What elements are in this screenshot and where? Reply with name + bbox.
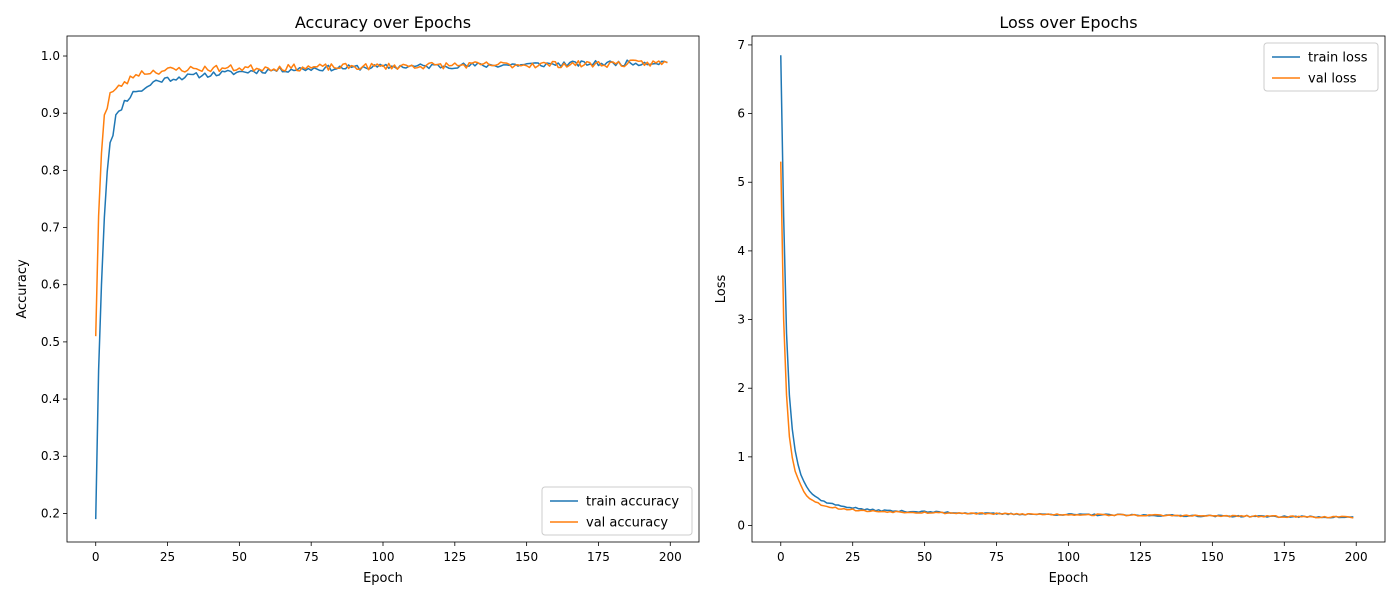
series-line-train-accuracy xyxy=(94,59,668,520)
y-tick-label: 1.0 xyxy=(41,49,60,63)
legend: train loss val loss xyxy=(1263,42,1379,92)
legend-box xyxy=(1263,42,1379,92)
series-lines xyxy=(94,59,668,520)
legend-label: train accuracy xyxy=(586,495,679,510)
y-tick-label: 4 xyxy=(737,244,745,258)
y-tick-label: 5 xyxy=(737,175,745,189)
y-axis-label: Accuracy xyxy=(15,259,30,319)
x-tick-label: 175 xyxy=(587,550,610,564)
y-tick-label: 0.2 xyxy=(41,506,60,520)
y-tick-label: 0.6 xyxy=(41,278,60,292)
x-tick-label: 150 xyxy=(1201,550,1224,564)
x-tick-label: 150 xyxy=(515,550,538,564)
x-tick-label: 0 xyxy=(777,550,785,564)
chart-title: Loss over Epochs xyxy=(999,13,1137,32)
x-tick-label: 75 xyxy=(304,550,319,564)
series-line-val-loss xyxy=(780,161,1354,519)
series-lines xyxy=(780,55,1354,519)
x-tick-label: 200 xyxy=(1345,550,1368,564)
x-tick-label: 125 xyxy=(443,550,466,564)
x-axis-label: Epoch xyxy=(1049,571,1089,586)
y-tick-label: 0.4 xyxy=(41,392,60,406)
legend-label: val loss xyxy=(1308,72,1357,87)
x-tick-label: 0 xyxy=(92,550,100,564)
legend-box xyxy=(541,486,693,536)
y-tick-label: 0.8 xyxy=(41,163,60,177)
x-tick-label: 200 xyxy=(659,550,682,564)
series-line-val-accuracy xyxy=(94,59,668,337)
x-tick-label: 175 xyxy=(1273,550,1296,564)
x-axis-label: Epoch xyxy=(363,571,403,586)
chart-title: Accuracy over Epochs xyxy=(295,13,471,32)
accuracy-chart: Accuracy over Epochs 0 25 50 75 100 125 150 175 2… xyxy=(15,13,700,586)
y-tick-label: 0 xyxy=(737,519,745,533)
y-tick-label: 0.5 xyxy=(41,335,60,349)
x-tick-label: 25 xyxy=(845,550,860,564)
y-tick-label: 3 xyxy=(737,313,745,327)
series-line-train-loss xyxy=(780,55,1354,519)
legend-label: val accuracy xyxy=(586,516,668,531)
y-tick-label: 0.9 xyxy=(41,106,60,120)
legend-label: train loss xyxy=(1308,51,1368,66)
x-tick-label: 125 xyxy=(1129,550,1152,564)
x-tick-label: 75 xyxy=(989,550,1004,564)
y-tick-label: 2 xyxy=(737,381,745,395)
legend: train accuracy val accuracy xyxy=(541,486,693,536)
plot-frame xyxy=(751,35,1386,543)
plot-frame xyxy=(66,35,700,543)
x-tick-label: 100 xyxy=(372,550,395,564)
y-tick-label: 0.7 xyxy=(41,221,60,235)
y-tick-label: 7 xyxy=(737,38,745,52)
x-tick-label: 25 xyxy=(160,550,175,564)
y-axis-label: Loss xyxy=(714,275,729,304)
x-tick-label: 50 xyxy=(232,550,247,564)
x-tick-label: 100 xyxy=(1057,550,1080,564)
y-tick-label: 0.3 xyxy=(41,449,60,463)
y-tick-label: 6 xyxy=(737,107,745,121)
x-tick-label: 50 xyxy=(917,550,932,564)
y-tick-label: 1 xyxy=(737,450,745,464)
